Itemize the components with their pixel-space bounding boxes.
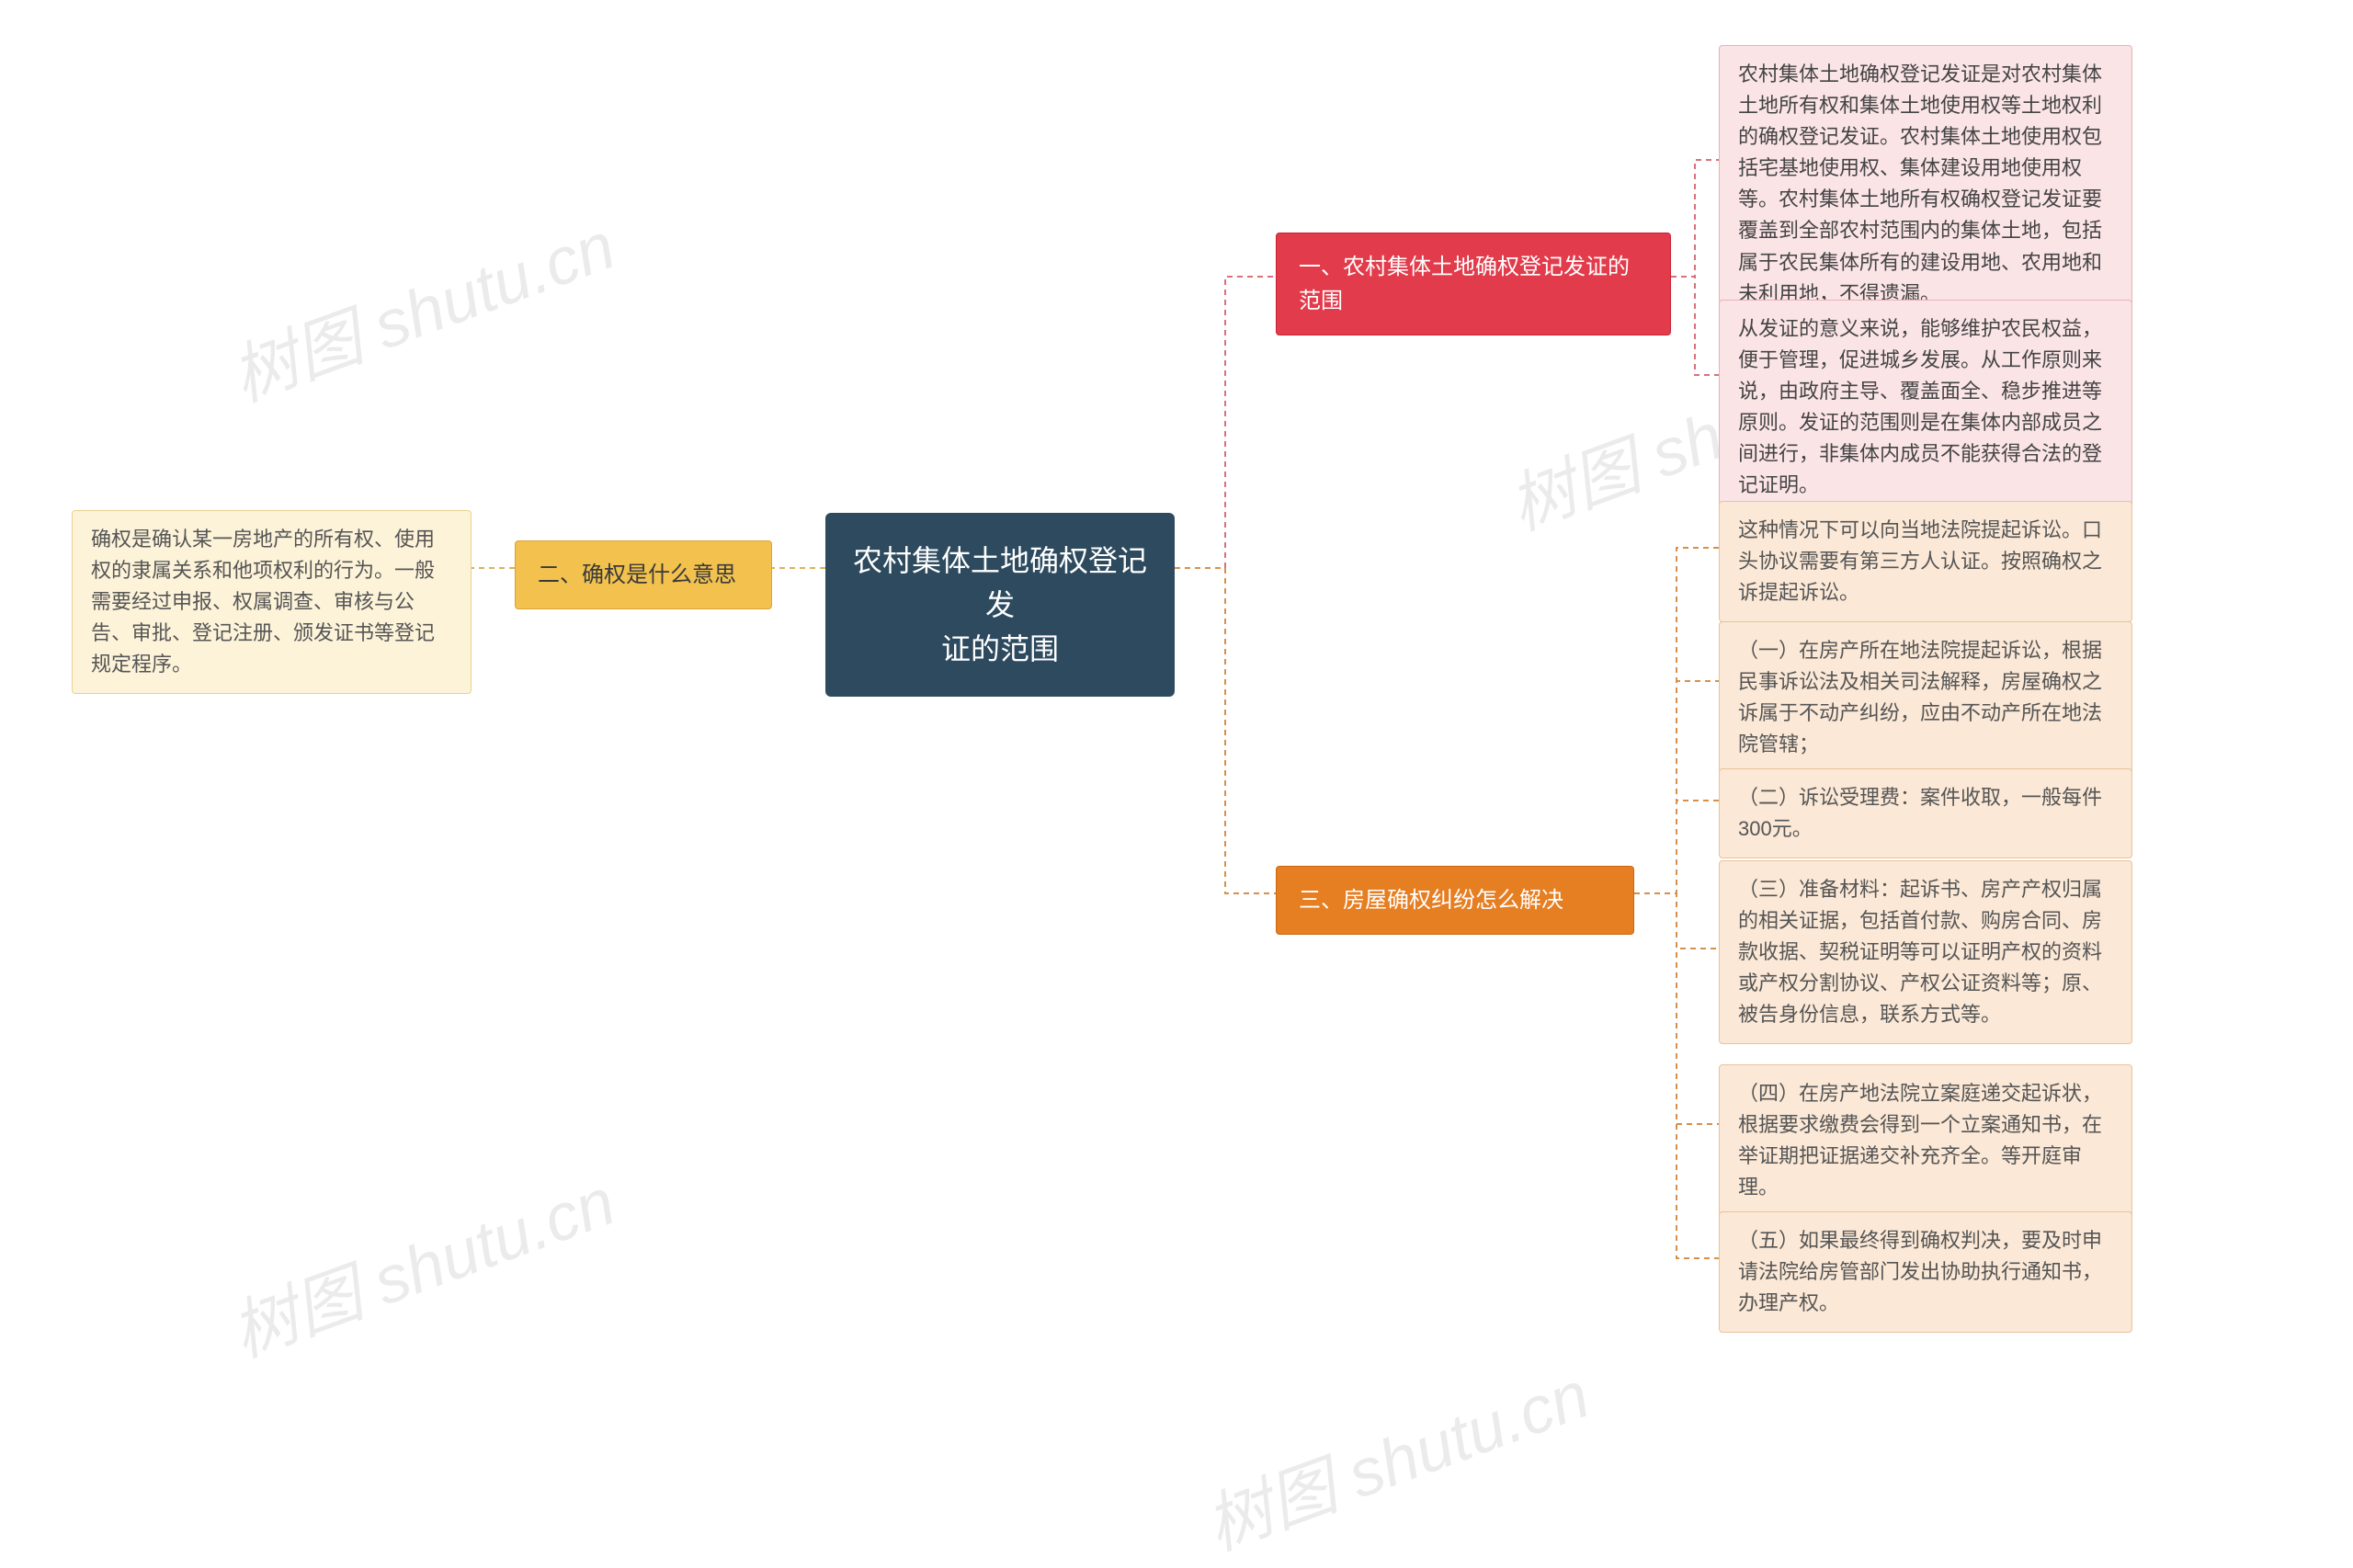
branch-3-leaf-2[interactable]: （二）诉讼受理费：案件收取，一般每件300元。 (1719, 768, 2132, 858)
branch-1-leaf-0[interactable]: 农村集体土地确权登记发证是对农村集体土地所有权和集体土地使用权等土地权利的确权登… (1719, 45, 2132, 324)
branch-3-leaf-1[interactable]: （一）在房产所在地法院提起诉讼，根据民事诉讼法及相关司法解释，房屋确权之诉属于不… (1719, 621, 2132, 774)
leaf-text: 这种情况下可以向当地法院提起诉讼。口头协议需要有第三方人认证。按照确权之诉提起诉… (1738, 518, 2102, 604)
branch-3-leaf-0[interactable]: 这种情况下可以向当地法院提起诉讼。口头协议需要有第三方人认证。按照确权之诉提起诉… (1719, 501, 2132, 622)
branch-3[interactable]: 三、房屋确权纠纷怎么解决 (1276, 866, 1634, 935)
watermark: 树图 shutu.cn (216, 192, 626, 420)
branch-2-title: 二、确权是什么意思 (538, 562, 736, 587)
branch-2-leaf-0[interactable]: 确权是确认某一房地产的所有权、使用权的隶属关系和他项权利的行为。一般需要经过申报… (72, 510, 472, 694)
branch-1[interactable]: 一、农村集体土地确权登记发证的范围 (1276, 233, 1671, 335)
leaf-text: （四）在房产地法院立案庭递交起诉状，根据要求缴费会得到一个立案通知书，在举证期把… (1738, 1082, 2102, 1199)
leaf-text: （二）诉讼受理费：案件收取，一般每件300元。 (1738, 786, 2102, 840)
branch-3-leaf-4[interactable]: （四）在房产地法院立案庭递交起诉状，根据要求缴费会得到一个立案通知书，在举证期把… (1719, 1064, 2132, 1217)
branch-1-title: 一、农村集体土地确权登记发证的范围 (1299, 255, 1630, 313)
leaf-text: （三）准备材料：起诉书、房产产权归属的相关证据，包括首付款、购房合同、房款收据、… (1738, 878, 2102, 1026)
root-text: 农村集体土地确权登记发证的范围 (853, 544, 1147, 665)
leaf-text: （五）如果最终得到确权判决，要及时申请法院给房管部门发出协助执行通知书，办理产权… (1738, 1229, 2102, 1314)
watermark: 树图 shutu.cn (216, 1148, 626, 1376)
leaf-text: 农村集体土地确权登记发证是对农村集体土地所有权和集体土地使用权等土地权利的确权登… (1738, 62, 2102, 305)
leaf-text: 确权是确认某一房地产的所有权、使用权的隶属关系和他项权利的行为。一般需要经过申报… (91, 528, 435, 676)
root-node[interactable]: 农村集体土地确权登记发证的范围 (825, 513, 1175, 697)
branch-3-leaf-3[interactable]: （三）准备材料：起诉书、房产产权归属的相关证据，包括首付款、购房合同、房款收据、… (1719, 860, 2132, 1044)
branch-2[interactable]: 二、确权是什么意思 (515, 540, 772, 609)
leaf-text: （一）在房产所在地法院提起诉讼，根据民事诉讼法及相关司法解释，房屋确权之诉属于不… (1738, 639, 2102, 756)
branch-3-title: 三、房屋确权纠纷怎么解决 (1299, 888, 1563, 913)
branch-1-leaf-1[interactable]: 从发证的意义来说，能够维护农民权益，便于管理，促进城乡发展。从工作原则来说，由政… (1719, 300, 2132, 516)
leaf-text: 从发证的意义来说，能够维护农民权益，便于管理，促进城乡发展。从工作原则来说，由政… (1738, 317, 2102, 496)
watermark: 树图 shutu.cn (1190, 1341, 1600, 1568)
branch-3-leaf-5[interactable]: （五）如果最终得到确权判决，要及时申请法院给房管部门发出协助执行通知书，办理产权… (1719, 1211, 2132, 1333)
